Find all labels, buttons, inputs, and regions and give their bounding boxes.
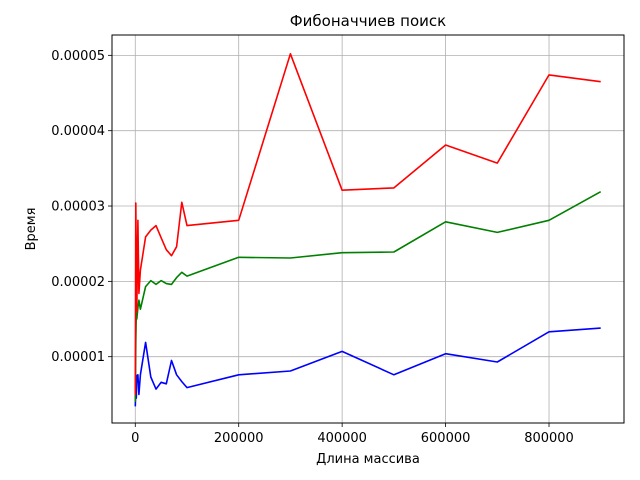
y-axis-ticks: 0.00001 0.00002 0.00003 0.00004 0.00005 xyxy=(51,49,112,365)
chart-title: Фибоначчиев поиск xyxy=(290,12,446,30)
plot-frame xyxy=(111,34,625,424)
y-tick-label: 0.00002 xyxy=(51,275,105,290)
x-tick-label: 0 xyxy=(131,431,139,446)
series-line-0 xyxy=(134,327,601,407)
x-axis-title: Длина массива xyxy=(316,452,420,467)
grid xyxy=(112,35,624,423)
series-line-2 xyxy=(134,52,601,396)
series-lines xyxy=(134,52,602,407)
y-tick-label: 0.00003 xyxy=(51,200,105,215)
series-line-1 xyxy=(134,190,602,402)
y-tick-label: 0.00004 xyxy=(51,124,105,139)
x-tick-label: 600000 xyxy=(421,431,471,446)
x-tick-label: 200000 xyxy=(214,431,264,446)
x-axis-ticks: 0 200000 400000 600000 800000 xyxy=(131,423,574,446)
y-axis-title: Время xyxy=(24,208,39,251)
x-tick-label: 400000 xyxy=(317,431,367,446)
y-tick-label: 0.00001 xyxy=(51,350,105,365)
x-tick-label: 800000 xyxy=(524,431,574,446)
y-tick-label: 0.00005 xyxy=(51,49,105,64)
